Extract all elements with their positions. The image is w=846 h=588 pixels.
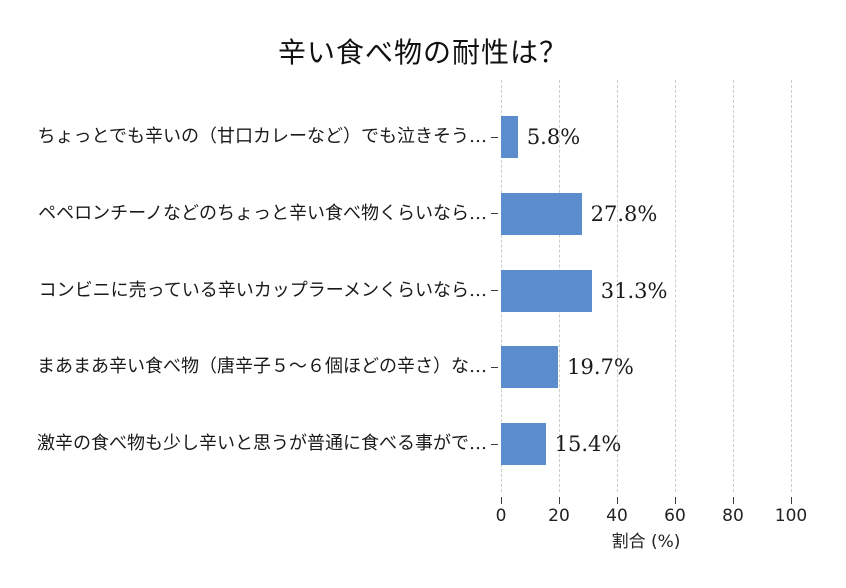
- category-label: コンビニに売っている辛いカップラーメンくらいなら…: [38, 279, 487, 301]
- y-axis-tick: [491, 290, 498, 291]
- x-tick-label: 60: [664, 506, 686, 526]
- gridline: [790, 80, 792, 492]
- bar: [501, 346, 559, 389]
- category-label: ちょっとでも辛いの（甘口カレーなど）でも泣きそう…: [37, 126, 487, 147]
- bar: [501, 192, 582, 235]
- x-tick-label: 80: [722, 506, 744, 526]
- category-label: ペペロンチーノなどのちょっと辛い食べ物くらいなら…: [38, 202, 487, 224]
- bar: [501, 116, 518, 158]
- x-axis-tick: [617, 497, 618, 504]
- y-axis-tick: [491, 136, 498, 138]
- category-label: まあまあ辛い食べ物（唐辛子５〜６個ほどの辛さ）な…: [37, 356, 487, 378]
- y-axis-tick: [491, 213, 498, 215]
- x-axis-tick: [791, 497, 792, 504]
- value-label: 5.8%: [526, 125, 581, 149]
- bar: [501, 423, 546, 465]
- value-label: 19.7%: [567, 355, 634, 380]
- category-label: 激辛の食べ物も少し辛いと思うが普通に食べる事がで…: [37, 433, 487, 454]
- value-label: 31.3%: [600, 278, 668, 303]
- x-axis-label: 割合 (%): [611, 532, 681, 552]
- x-axis-tick: [559, 497, 560, 504]
- value-label: 27.8%: [590, 201, 658, 226]
- y-axis-tick: [491, 366, 498, 368]
- x-tick-label: 20: [548, 506, 570, 526]
- gridline: [674, 80, 676, 492]
- x-tick-label: 100: [774, 506, 808, 526]
- chart-title: 辛い食べ物の耐性は？: [277, 36, 568, 69]
- x-axis-tick: [675, 497, 676, 504]
- gridline: [732, 80, 734, 492]
- value-label: 15.4%: [554, 432, 622, 456]
- x-tick-label: 40: [606, 506, 628, 526]
- x-axis-tick: [733, 497, 734, 504]
- bar: [501, 269, 592, 312]
- gridline: [616, 80, 618, 492]
- x-tick-label: 0: [495, 506, 507, 526]
- y-axis-tick: [491, 443, 498, 445]
- x-axis-tick: [501, 497, 502, 504]
